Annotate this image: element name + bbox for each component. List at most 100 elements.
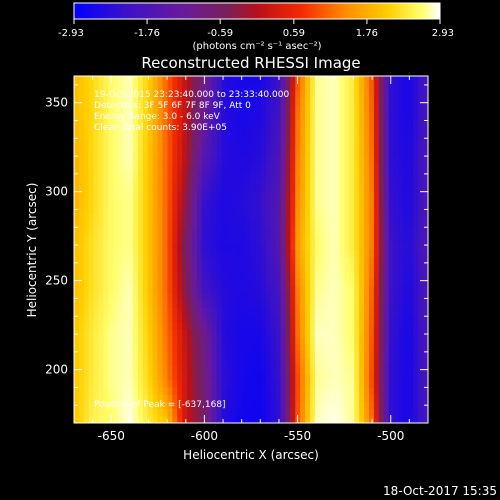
heatmap-cell [295,408,301,417]
heatmap-cell [378,300,385,308]
heatmap-cell [290,249,296,258]
heatmap-cell [142,198,149,207]
heatmap-cell [226,357,232,366]
heatmap-cell [280,162,287,171]
heatmap-cell [88,292,95,301]
heatmap-cell [290,133,296,142]
heatmap-cell [305,220,311,229]
heatmap-cell [123,206,129,214]
heatmap-cell [413,300,419,308]
heatmap-cell [334,177,341,186]
heatmap-cell [334,155,341,164]
heatmap-cell [364,343,370,352]
heatmap-cell [196,104,203,113]
heatmap-cell [393,329,400,337]
heatmap-cell [349,343,355,352]
heatmap-cell [354,321,360,330]
heatmap-cell [236,112,242,120]
heatmap-cell [137,177,144,186]
heatmap-cell [236,83,242,92]
heatmap-cell [334,235,341,243]
heatmap-cell [383,112,390,120]
heatmap-cell [339,336,346,345]
heatmap-cell [118,408,124,417]
heatmap-cell [133,249,139,258]
heatmap-cell [123,401,129,410]
heatmap-cell [354,97,360,106]
heatmap-cell [349,184,355,193]
heatmap-cell [98,162,105,171]
heatmap-cell [398,191,405,200]
heatmap-cell [196,97,203,106]
heatmap-cell [103,379,110,388]
heatmap-cell [319,119,326,128]
heatmap-cell [98,357,105,366]
heatmap-cell [187,76,193,84]
heatmap-cell [369,133,375,142]
heatmap-cell [241,184,247,193]
heatmap-cell [78,242,85,251]
heatmap-cell [172,112,178,120]
heatmap-cell [339,285,346,294]
heatmap-cell [354,162,360,171]
heatmap-cell [226,104,232,113]
colorbar-unit-label: (photons cm⁻² s⁻¹ asec⁻²) [192,41,321,52]
heatmap-cell [157,162,164,171]
heatmap-cell [187,155,193,164]
heatmap-cell [216,365,223,373]
heatmap-cell [319,365,326,373]
heatmap-cell [300,271,306,280]
heatmap-cell [423,83,428,92]
heatmap-cell [373,415,380,423]
heatmap-cell [334,198,341,207]
heatmap-cell [354,227,360,236]
heatmap-cell [137,227,144,236]
heatmap-cell [364,235,370,243]
heatmap-cell [167,90,173,99]
heatmap-cell [152,191,159,200]
heatmap-cell [408,365,414,373]
heatmap-cell [423,76,428,84]
heatmap-cell [265,321,272,330]
heatmap-cell [231,314,237,323]
heatmap-cell [128,321,134,330]
heatmap-cell [93,357,100,366]
heatmap-cell [177,394,183,402]
heatmap-cell [260,97,267,106]
heatmap-cell [241,394,247,402]
heatmap-cell [413,271,419,280]
heatmap-cell [388,263,395,272]
y-tick-label: 200 [45,363,68,377]
heatmap-cell [226,220,232,229]
heatmap-cell [167,300,173,308]
heatmap-cell [310,386,316,395]
heatmap-cell [349,213,355,222]
heatmap-cell [241,256,247,265]
heatmap-cell [339,148,346,157]
heatmap-cell [373,394,380,402]
heatmap-cell [295,119,301,128]
heatmap-cell [103,220,110,229]
heatmap-cell [373,401,380,410]
heatmap-cell [152,242,159,251]
heatmap-cell [133,321,139,330]
heatmap-cell [364,155,370,164]
heatmap-cell [201,141,208,149]
heatmap-cell [310,401,316,410]
heatmap-cell [192,155,198,164]
heatmap-cell [93,227,100,236]
heatmap-cell [388,394,395,402]
annotation-time-range: 19-Oct-2015 23:23:40.000 to 23:33:40.000 [94,90,289,100]
heatmap-cell [98,76,105,84]
heatmap-cell [364,365,370,373]
heatmap-cell [359,235,365,243]
heatmap-cell [275,141,282,149]
heatmap-cell [260,386,267,395]
heatmap-cell [182,227,188,236]
heatmap-cell [393,184,400,193]
heatmap-cell [236,415,242,423]
heatmap-cell [300,148,306,157]
heatmap-cell [98,148,105,157]
heatmap-cell [285,336,291,345]
heatmap-cell [162,271,169,280]
